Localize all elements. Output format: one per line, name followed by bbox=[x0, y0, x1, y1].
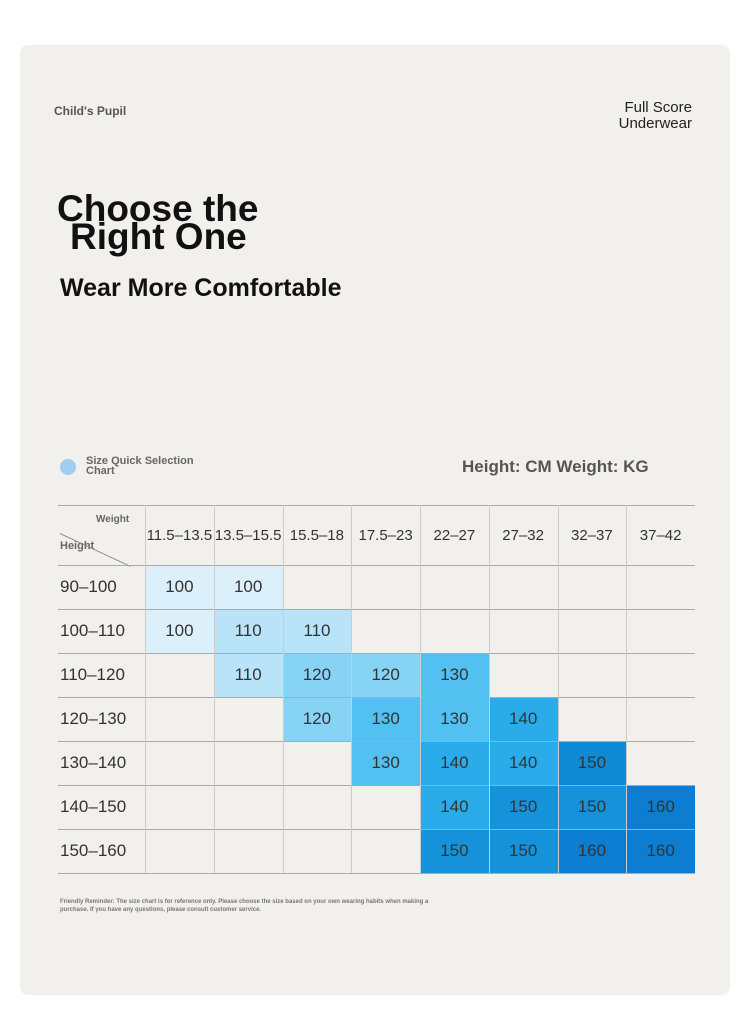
col-line bbox=[282, 505, 284, 873]
row-line bbox=[58, 785, 695, 786]
col-line bbox=[488, 505, 490, 873]
size-cell: 140 bbox=[420, 741, 489, 785]
row-header: 100–110 bbox=[60, 621, 125, 640]
size-cell: 140 bbox=[420, 785, 489, 829]
size-cell: 140 bbox=[488, 697, 558, 741]
column-header: 37–42 bbox=[639, 526, 682, 544]
size-cell: 150 bbox=[557, 741, 627, 785]
size-cell: 120 bbox=[351, 653, 420, 697]
column-header: 17.5–23 bbox=[358, 526, 413, 544]
store-name: Full Score Underwear bbox=[590, 100, 692, 132]
corner-weight: Weight bbox=[96, 514, 130, 525]
units: Height: CM Weight: KG bbox=[462, 457, 649, 476]
size-cell: 140 bbox=[488, 741, 558, 785]
row-line bbox=[58, 741, 695, 742]
row-header: 150–160 bbox=[60, 841, 127, 860]
column-header: 32–37 bbox=[571, 526, 613, 544]
size-cell: 120 bbox=[282, 653, 352, 697]
row-header: 140–150 bbox=[60, 797, 127, 816]
row-line bbox=[58, 505, 695, 506]
row-line bbox=[58, 829, 695, 830]
column-header: 13.5–15.5 bbox=[214, 526, 282, 544]
chart-label: Size Quick Selection Chart bbox=[86, 455, 194, 477]
size-cell: 100 bbox=[145, 609, 214, 653]
store-line: Underwear bbox=[618, 115, 692, 132]
size-cell: 100 bbox=[145, 565, 214, 609]
size-cell: 100 bbox=[213, 565, 283, 609]
row-header: 130–140 bbox=[60, 753, 127, 772]
col-line bbox=[557, 505, 559, 873]
size-cell: 150 bbox=[488, 829, 558, 873]
col-line bbox=[213, 505, 215, 873]
size-cell: 110 bbox=[213, 653, 283, 697]
title-line: Choose the bbox=[57, 188, 259, 229]
col-line bbox=[351, 505, 353, 873]
size-cell: 150 bbox=[488, 785, 558, 829]
column-header: 15.5–18 bbox=[289, 526, 344, 544]
size-cell: 110 bbox=[213, 609, 283, 653]
size-cell: 130 bbox=[420, 697, 489, 741]
size-cell: 130 bbox=[351, 741, 420, 785]
corner-height: Height bbox=[60, 540, 95, 552]
row-line bbox=[58, 873, 695, 874]
size-cell: 160 bbox=[557, 829, 627, 873]
row-line bbox=[58, 697, 695, 698]
column-header: 22–27 bbox=[433, 526, 476, 544]
size-cell: 150 bbox=[557, 785, 627, 829]
subtitle: Wear More Comfortable bbox=[60, 274, 342, 302]
row-header: 110–120 bbox=[60, 665, 125, 684]
col-line bbox=[626, 505, 628, 873]
size-cell: 110 bbox=[282, 609, 352, 653]
row-header: 90–100 bbox=[60, 577, 117, 596]
column-header: 11.5–13.5 bbox=[146, 526, 213, 544]
bullet-dot bbox=[60, 459, 76, 475]
size-cell: 130 bbox=[351, 697, 420, 741]
size-cell: 160 bbox=[626, 785, 695, 829]
col-line bbox=[420, 505, 421, 873]
footer-note: Friendly Reminder: The size chart is for… bbox=[60, 899, 429, 913]
row-line bbox=[58, 565, 695, 566]
store-line: Full Score bbox=[624, 99, 692, 116]
row-line bbox=[58, 653, 695, 654]
column-header: 27–32 bbox=[502, 526, 544, 544]
size-cell: 130 bbox=[420, 653, 489, 697]
brand: Child's Pupil bbox=[54, 104, 127, 118]
row-line bbox=[58, 609, 695, 610]
col-line bbox=[145, 505, 146, 873]
title-line: Right One bbox=[70, 216, 247, 257]
size-cell: 150 bbox=[420, 829, 489, 873]
row-header: 120–130 bbox=[60, 709, 127, 728]
size-cell: 120 bbox=[282, 697, 352, 741]
size-cell: 160 bbox=[626, 829, 695, 873]
